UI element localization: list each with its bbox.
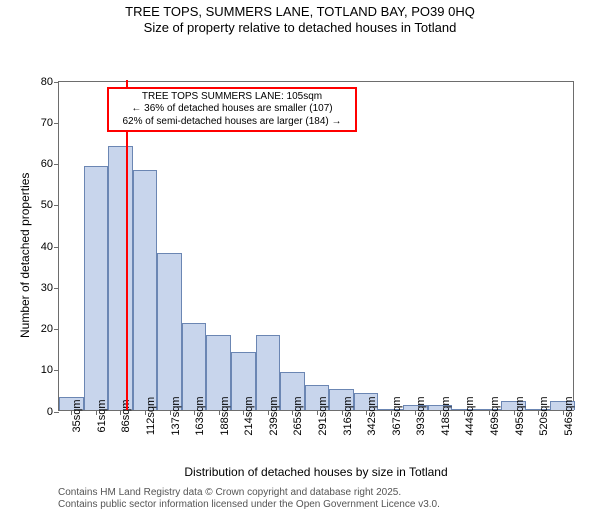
x-tick-label: 163sqm: [194, 396, 206, 435]
x-tick-label: 188sqm: [219, 396, 231, 435]
annotation-line: 62% of semi-detached houses are larger (…: [113, 116, 351, 129]
x-tick-label: 393sqm: [415, 396, 427, 435]
x-tick-label: 367sqm: [391, 396, 403, 435]
x-tick-mark: [415, 410, 416, 415]
x-tick-label: 61sqm: [96, 399, 108, 432]
x-tick-label: 342sqm: [366, 396, 378, 435]
x-tick-label: 137sqm: [170, 396, 182, 435]
y-tick-mark: [54, 329, 59, 330]
x-tick-mark: [292, 410, 293, 415]
y-tick-mark: [54, 82, 59, 83]
x-tick-mark: [464, 410, 465, 415]
x-tick-mark: [219, 410, 220, 415]
histogram-bar: [133, 170, 158, 409]
x-tick-label: 316sqm: [342, 396, 354, 435]
x-tick-label: 546sqm: [563, 396, 575, 435]
x-tick-mark: [96, 410, 97, 415]
histogram-bar: [157, 253, 182, 410]
x-tick-mark: [120, 410, 121, 415]
x-tick-mark: [170, 410, 171, 415]
x-tick-label: 520sqm: [538, 396, 550, 435]
x-tick-label: 418sqm: [440, 396, 452, 435]
y-axis-label: Number of detached properties: [18, 172, 32, 337]
x-tick-mark: [366, 410, 367, 415]
x-axis-label: Distribution of detached houses by size …: [166, 465, 466, 479]
x-tick-mark: [317, 410, 318, 415]
x-tick-label: 35sqm: [71, 399, 83, 432]
y-tick-mark: [54, 288, 59, 289]
x-tick-mark: [71, 410, 72, 415]
y-tick-mark: [54, 370, 59, 371]
chart-title-line2: Size of property relative to detached ho…: [0, 20, 600, 36]
x-tick-mark: [538, 410, 539, 415]
y-tick-mark: [54, 123, 59, 124]
histogram-bar: [84, 166, 109, 409]
y-tick-mark: [54, 164, 59, 165]
y-tick-mark: [54, 205, 59, 206]
x-tick-label: 444sqm: [464, 396, 476, 435]
x-tick-mark: [391, 410, 392, 415]
x-tick-label: 265sqm: [292, 396, 304, 435]
y-tick-mark: [54, 412, 59, 413]
histogram-bar: [108, 146, 133, 410]
annotation-line: ← 36% of detached houses are smaller (10…: [113, 103, 351, 116]
chart-title-block: TREE TOPS, SUMMERS LANE, TOTLAND BAY, PO…: [0, 0, 600, 37]
x-tick-mark: [194, 410, 195, 415]
x-tick-label: 469sqm: [489, 396, 501, 435]
x-tick-mark: [489, 410, 490, 415]
annotation-line: TREE TOPS SUMMERS LANE: 105sqm: [113, 91, 351, 104]
attribution-footer: Contains HM Land Registry data © Crown c…: [58, 487, 440, 512]
x-tick-mark: [440, 410, 441, 415]
y-tick-mark: [54, 247, 59, 248]
x-tick-mark: [243, 410, 244, 415]
x-tick-mark: [563, 410, 564, 415]
x-tick-mark: [268, 410, 269, 415]
x-tick-label: 495sqm: [514, 396, 526, 435]
x-tick-mark: [342, 410, 343, 415]
plot-area: 0102030405060708035sqm61sqm86sqm112sqm13…: [58, 81, 574, 411]
x-tick-label: 291sqm: [317, 396, 329, 435]
x-tick-mark: [145, 410, 146, 415]
x-tick-label: 112sqm: [145, 396, 157, 434]
x-tick-label: 239sqm: [268, 396, 280, 435]
footer-line1: Contains HM Land Registry data © Crown c…: [58, 487, 440, 500]
footer-line2: Contains public sector information licen…: [58, 499, 440, 512]
chart-title-line1: TREE TOPS, SUMMERS LANE, TOTLAND BAY, PO…: [0, 4, 600, 20]
annotation-callout: TREE TOPS SUMMERS LANE: 105sqm← 36% of d…: [107, 87, 357, 133]
x-tick-mark: [514, 410, 515, 415]
x-tick-label: 214sqm: [243, 396, 255, 435]
